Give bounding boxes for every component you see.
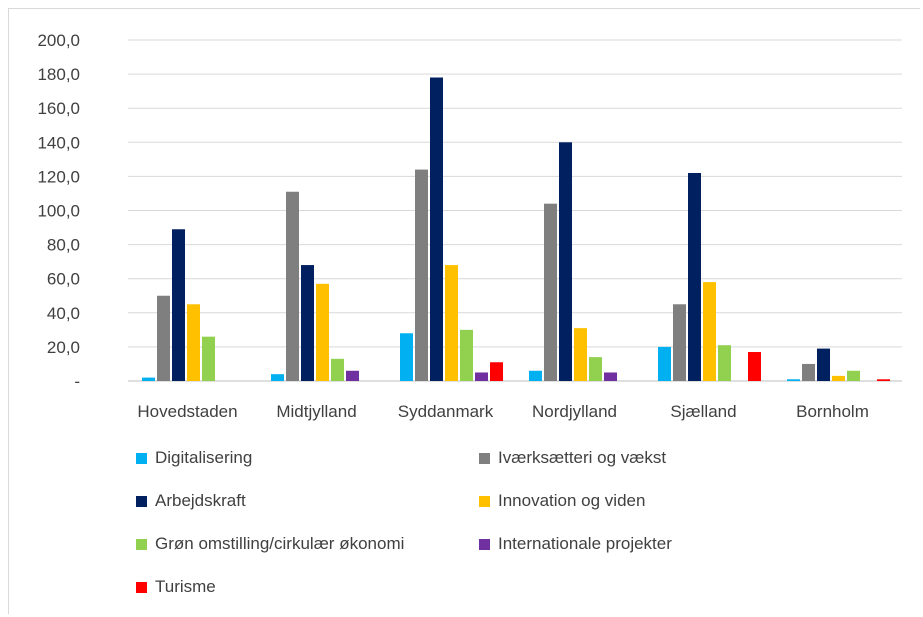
bar <box>703 282 716 381</box>
legend-item: Innovation og viden <box>479 491 645 511</box>
bar <box>430 77 443 381</box>
y-tick-label: 200,0 <box>37 31 80 50</box>
legend-label: Digitalisering <box>155 448 253 467</box>
y-tick-label: 40,0 <box>47 304 80 323</box>
bar <box>331 358 344 381</box>
bar <box>202 336 215 381</box>
bar <box>718 345 731 381</box>
legend-label: Internationale projekter <box>498 534 672 553</box>
bar <box>748 352 761 381</box>
chart-frame <box>8 8 920 614</box>
x-category-label: Bornholm <box>796 402 869 421</box>
bar <box>475 372 488 381</box>
legend-label: Iværksætteri og vækst <box>498 448 667 467</box>
bar <box>688 172 701 381</box>
bar <box>415 169 428 381</box>
bar <box>574 328 587 381</box>
legend-swatch <box>136 452 147 464</box>
bar <box>589 357 602 381</box>
gridlines <box>128 39 902 382</box>
legend-swatch <box>136 538 147 550</box>
x-category-label: Nordjylland <box>532 402 617 421</box>
bar <box>787 379 800 381</box>
legend-swatch <box>479 495 490 507</box>
bar <box>400 333 413 381</box>
legend-label: Arbejdskraft <box>155 491 246 510</box>
bar <box>286 191 299 381</box>
bar <box>658 346 671 381</box>
bar <box>316 283 329 381</box>
bar <box>157 295 170 381</box>
y-tick-label: 140,0 <box>37 133 80 152</box>
x-axis-category-labels: Hovedstaden Midtjylland Syddanmark Nordjyll… <box>137 402 868 421</box>
bars <box>142 77 890 381</box>
legend-item: Digitalisering <box>136 448 252 468</box>
bar <box>832 375 845 381</box>
bar <box>346 370 359 381</box>
x-category-label: Sjælland <box>670 402 736 421</box>
legend-swatch <box>136 495 147 507</box>
y-tick-label: - <box>74 372 80 391</box>
legend-label: Innovation og viden <box>498 491 646 510</box>
y-axis-tick-labels: - 20,0 40,0 60,0 80,0 100,0 120,0 140,0 160,0 180… <box>37 31 80 391</box>
y-tick-label: 80,0 <box>47 236 80 255</box>
y-tick-label: 20,0 <box>47 338 80 357</box>
legend-swatch <box>479 538 490 550</box>
bar <box>142 377 155 381</box>
legend-swatch <box>479 452 490 464</box>
y-tick-label: 100,0 <box>37 202 80 221</box>
legend-label: Turisme <box>155 577 216 596</box>
bar <box>673 304 686 381</box>
bar <box>460 329 473 381</box>
legend-label: Grøn omstilling/cirkulær økonomi <box>155 534 405 553</box>
legend-item: Grøn omstilling/cirkulær økonomi <box>136 534 404 554</box>
legend-item: Arbejdskraft <box>136 491 246 511</box>
bar <box>802 363 815 381</box>
x-category-label: Midtjylland <box>276 402 356 421</box>
legend-item: Iværksætteri og vækst <box>479 448 666 468</box>
bar <box>490 362 503 381</box>
bar <box>445 265 458 381</box>
y-tick-label: 180,0 <box>37 65 80 84</box>
bar <box>877 379 890 381</box>
x-category-label: Syddanmark <box>398 402 494 421</box>
legend-swatch <box>136 581 147 593</box>
bar <box>172 229 185 381</box>
x-category-label: Hovedstaden <box>137 402 237 421</box>
y-tick-label: 120,0 <box>37 167 80 186</box>
legend-item: Internationale projekter <box>479 534 672 554</box>
bar <box>271 374 284 381</box>
bar <box>847 370 860 381</box>
bar <box>559 142 572 381</box>
y-tick-label: 60,0 <box>47 270 80 289</box>
y-tick-label: 160,0 <box>37 99 80 118</box>
bar <box>544 203 557 381</box>
bar <box>301 265 314 381</box>
bar <box>529 370 542 381</box>
bar <box>817 348 830 381</box>
legend-item: Turisme <box>136 577 216 597</box>
bar <box>604 372 617 381</box>
bar <box>187 304 200 381</box>
